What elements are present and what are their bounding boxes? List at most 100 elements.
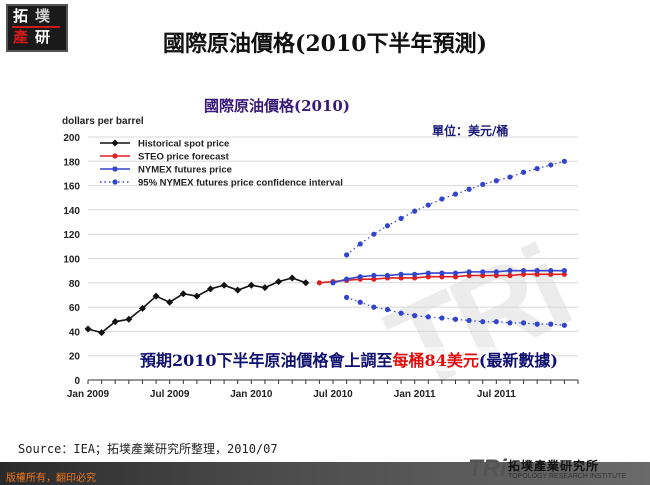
confidence-lower-point: [520, 320, 527, 326]
confidence-upper-point: [561, 158, 567, 164]
nymex-point: [357, 274, 363, 280]
tri-logo: TRi 拓墣產業研究所 TOPOLOGY RESEARCH INSTITUTE: [468, 455, 648, 483]
steo-point: [493, 272, 499, 279]
tri-logo-english-name: TOPOLOGY RESEARCH INSTITUTE: [508, 473, 626, 480]
brand-logo: 拓 墣 產 研: [6, 4, 68, 52]
historical-point: [234, 286, 242, 294]
confidence-upper-point: [384, 223, 391, 229]
logo-char-3: 產: [13, 28, 29, 46]
x-tick-label: Jul 2010: [313, 389, 353, 400]
confidence-upper-point: [357, 241, 363, 247]
nymex-point: [493, 269, 499, 275]
nymex-point: [466, 269, 472, 275]
steo-point: [412, 275, 418, 281]
steo-point: [439, 274, 445, 280]
historical-point: [302, 279, 310, 287]
steo-point: [316, 280, 322, 286]
historical-point: [207, 285, 214, 293]
confidence-lower-point: [548, 321, 554, 327]
x-tick-label: Jan 2010: [230, 389, 273, 400]
y-tick-label: 0: [74, 376, 80, 387]
page-title: 國際原油價格(2010下半年預測): [162, 31, 488, 57]
confidence-upper-point: [466, 186, 472, 192]
nymex-point: [561, 268, 567, 274]
y-axis-label: dollars per barrel: [62, 116, 144, 127]
x-tick-label: Jul 2009: [150, 389, 190, 400]
logo-char-1: 拓: [13, 7, 29, 25]
steo-point: [548, 271, 554, 277]
confidence-lower-point: [561, 322, 567, 328]
steo-point: [507, 272, 513, 279]
confidence-lower-point: [507, 320, 513, 326]
y-tick-label: 120: [63, 230, 80, 241]
y-tick-label: 20: [69, 352, 81, 363]
steo-point: [452, 274, 459, 280]
tri-logo-chinese-name: 拓墣產業研究所: [508, 459, 600, 473]
annotation-prefix: 預期2010下半年原油價格會上調至: [140, 351, 393, 370]
y-tick-label: 140: [63, 206, 80, 217]
steo-point: [371, 276, 377, 282]
historical-point: [275, 278, 283, 286]
historical-point: [179, 290, 187, 298]
nymex-point: [548, 268, 554, 274]
logo-char-2: 墣: [35, 7, 51, 25]
copyright-notice: 版權所有，翻印必究: [6, 473, 96, 484]
nymex-point: [507, 268, 513, 274]
nymex-point: [439, 270, 445, 276]
nymex-point: [425, 270, 431, 276]
legend-label: NYMEX futures price: [138, 165, 232, 176]
confidence-lower-point: [439, 315, 445, 321]
annotation-highlight: 每桶84美元: [392, 351, 479, 370]
footer-bar: [0, 462, 650, 485]
historical-point: [138, 304, 146, 312]
confidence-upper-point: [480, 181, 486, 187]
confidence-lower-point: [371, 304, 377, 310]
historical-point: [261, 284, 269, 292]
confidence-lower-point: [425, 314, 431, 320]
confidence-lower-point: [466, 317, 472, 324]
y-tick-label: 40: [69, 327, 81, 338]
historical-point: [98, 329, 106, 337]
nymex-point: [330, 280, 336, 286]
confidence-upper-point: [439, 196, 445, 202]
historical-point: [125, 315, 133, 323]
annotation-suffix: (最新數據): [478, 351, 558, 370]
y-tick-label: 80: [69, 279, 81, 290]
legend-swatch-marker: [112, 166, 118, 172]
legend-swatch-marker: [112, 179, 118, 185]
tri-logo-mark: TRi: [468, 455, 507, 482]
historical-point: [220, 281, 228, 289]
confidence-upper-point: [425, 202, 431, 208]
nymex-point: [371, 272, 377, 279]
nymex-point: [520, 268, 527, 274]
steo-point: [480, 272, 486, 279]
confidence-lower-point: [493, 319, 499, 325]
logo-divider: [12, 26, 60, 28]
steo-point: [425, 274, 431, 280]
confidence-lower-point: [344, 294, 350, 300]
steo-point: [520, 271, 527, 277]
confidence-upper-point: [548, 162, 554, 168]
confidence-upper-line: [346, 160, 565, 256]
steo-point: [534, 271, 540, 277]
confidence-lower-point: [412, 313, 418, 319]
historical-point: [288, 274, 296, 282]
confidence-upper-point: [520, 169, 527, 175]
y-tick-label: 160: [63, 182, 80, 193]
confidence-upper-point: [344, 252, 350, 258]
legend-label: 95% NYMEX futures price confidence inter…: [138, 178, 343, 189]
confidence-upper-point: [534, 165, 540, 172]
legend-swatch-marker: [112, 153, 118, 159]
x-tick-label: Jan 2011: [394, 389, 436, 400]
historical-point: [111, 318, 119, 326]
nymex-point: [452, 270, 459, 276]
confidence-upper-point: [507, 174, 513, 180]
unit-label: 單位：美元/桶: [432, 124, 509, 138]
x-tick-label: Jul 2011: [477, 389, 516, 400]
confidence-lower-point: [452, 316, 459, 322]
confidence-lower-point: [398, 310, 404, 316]
confidence-lower-point: [384, 306, 391, 313]
historical-point: [193, 292, 201, 300]
historical-point: [247, 281, 255, 289]
